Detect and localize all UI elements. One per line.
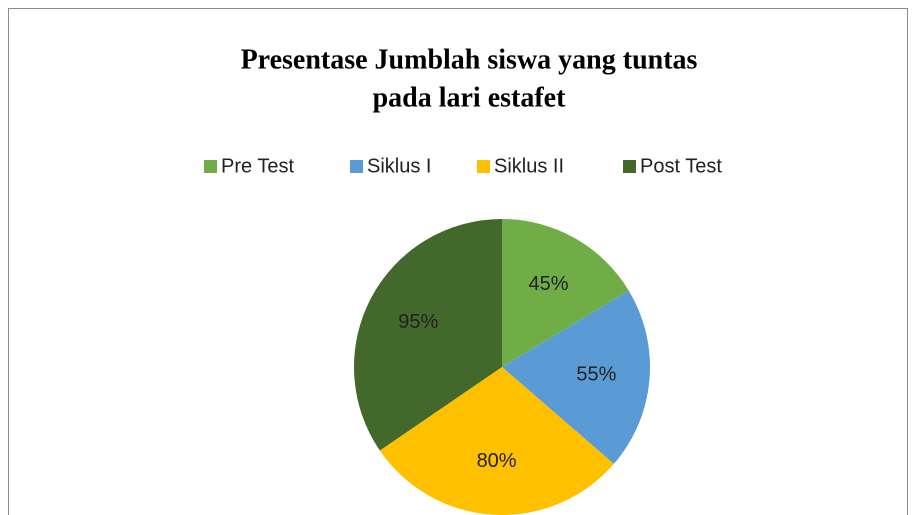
pie-slice bbox=[379, 367, 614, 515]
legend-swatch bbox=[623, 160, 636, 173]
data-label: 80% bbox=[477, 450, 517, 472]
legend-label: Post Test bbox=[640, 155, 722, 177]
data-label: 45% bbox=[529, 273, 569, 295]
legend-swatch bbox=[204, 160, 217, 173]
pie-slice bbox=[354, 219, 502, 451]
legend-swatch bbox=[477, 160, 490, 173]
chart-title: pada lari estafet bbox=[373, 82, 567, 113]
pie-slice bbox=[502, 290, 650, 464]
legend-label: Siklus II bbox=[494, 155, 564, 177]
legend-label: Siklus I bbox=[367, 155, 431, 177]
pie-slice bbox=[502, 219, 629, 367]
legend-label: Pre Test bbox=[221, 155, 294, 177]
chart-title: Presentase Jumblah siswa yang tuntas bbox=[241, 44, 698, 75]
data-label: 55% bbox=[576, 363, 616, 385]
legend-swatch bbox=[350, 160, 363, 173]
data-label: 95% bbox=[398, 311, 438, 333]
